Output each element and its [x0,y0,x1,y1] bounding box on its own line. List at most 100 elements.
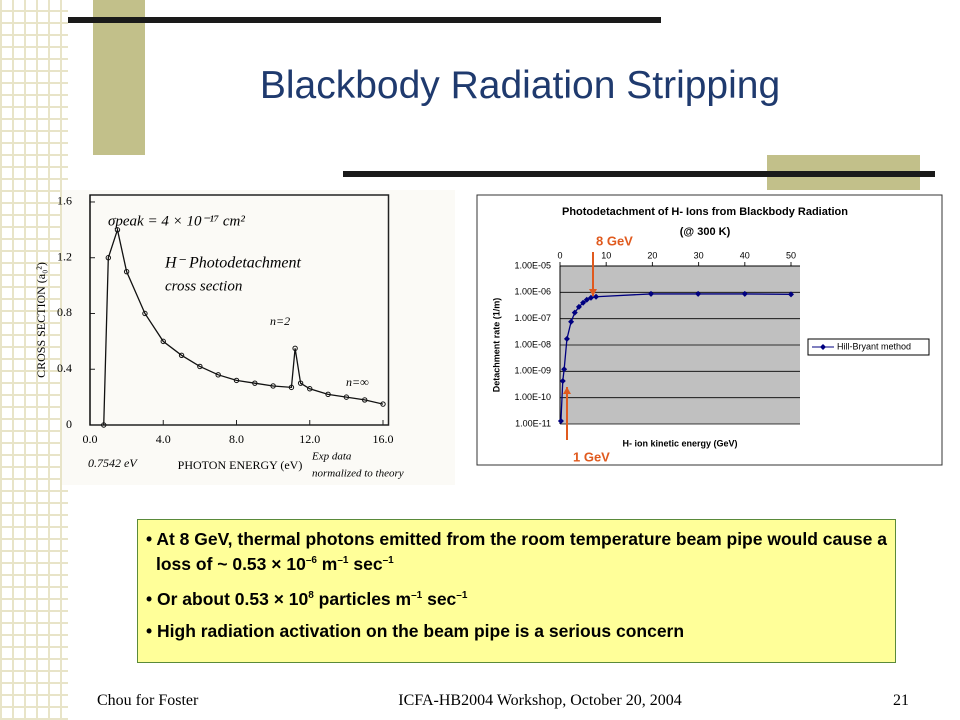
text: –6 [305,555,317,566]
x-tick-label: 40 [740,250,750,260]
data-point [587,294,594,301]
chart-title: Photodetachment of H- Ions from Blackbod… [562,206,848,218]
bullet: Or about 0.53 × 108 particles m–1 sec–1 [156,585,887,610]
text: particles m [313,588,412,609]
data-point [343,394,350,400]
footer-left: Chou for Foster [97,692,199,709]
decor-bar [93,0,145,155]
x-tick-label: 20 [647,250,657,260]
data-point [101,422,107,428]
series-line [103,227,384,426]
data-point [593,293,600,300]
x-tick-label: 12.0 [299,432,320,446]
annotation: cross section [165,278,242,294]
annotation: normalized to theory [312,468,404,480]
page-number: 21 [893,692,909,709]
y-tick-label: 1.00E-07 [514,313,551,323]
annotation: 8 GeV [596,233,633,248]
slide-title: Blackbody Radiation Stripping [259,64,781,107]
x-tick-label: 10 [601,250,611,260]
y-tick-label: 1.00E-08 [514,339,551,349]
annotation: n=2 [270,314,290,328]
x-tick-label: 8.0 [229,432,244,446]
x-tick-label: 16.0 [373,432,394,446]
y-tick-label: 0 [66,417,72,431]
data-point [648,290,655,297]
annotation: 1 GeV [573,449,610,464]
data-point [741,290,748,297]
data-point [580,299,587,306]
charts: 0 0.4 0.8 1.2 1.6 0.0 4.0 8.0 12.0 16.0 PHOTON ENE… [34,194,930,480]
annotation: n=∞ [346,375,369,389]
data-point [197,363,203,370]
data-point [571,309,578,316]
x-tick-label: 0 [557,250,562,260]
text: –1 [456,589,468,601]
x-tick-label: 4.0 [156,432,171,446]
footer-center: ICFA-HB2004 Workshop, October 20, 2004 [398,692,682,709]
y-tick-label: 1.00E-05 [514,260,551,270]
bullet: High radiation activation on the beam pi… [156,620,887,642]
data-point [142,310,148,317]
text: 8 [308,589,314,601]
x-tick-label: 0.0 [83,432,98,446]
y-tick-label: 1.00E-06 [514,287,551,297]
y-axis-label: Detachment rate (1/m) [491,298,501,393]
decoration [0,0,68,720]
data-point [563,335,570,342]
data-point [575,303,582,310]
data-point [123,268,130,275]
y-tick-label: 0.8 [57,305,72,319]
legend-box [807,338,930,356]
text: –1 [382,555,394,566]
y-tick-label: 1.00E-11 [515,418,551,428]
y-tick-label: 1.00E-09 [514,366,551,376]
data-point [583,296,590,303]
data-point [292,345,298,352]
annotation: H⁻ Photodetachment [164,255,302,272]
data-point [307,386,313,392]
data-point [270,383,276,389]
data-point [788,291,794,298]
y-tick-label: 1.2 [57,249,72,263]
arrow-head [563,387,571,394]
data-point [325,391,331,398]
text: m [316,553,338,574]
data-point [361,397,368,403]
text-box: At 8 GeV, thermal photons emitted from t… [137,519,896,663]
data-point [695,290,702,297]
x-tick-label: 30 [694,250,704,260]
data-point [252,380,258,386]
text: At 8 GeV, thermal photons emitted from t… [156,529,887,574]
text: sec [348,553,383,574]
y-tick-label: 0.4 [57,361,72,375]
annotation: 0.7542 eV [88,456,138,470]
data-point [561,366,568,373]
decor-line [343,171,935,177]
arrow-head [589,289,597,296]
legend-marker [820,344,826,350]
text: –1 [337,555,349,566]
annotation: Exp data [311,451,352,463]
bullet: At 8 GeV, thermal photons emitted from t… [156,528,887,575]
data-point [105,255,112,261]
data-point [178,352,185,359]
annotation: σpeak = 4 × 10⁻¹⁷ cm² [108,213,245,229]
scan-area [62,190,455,485]
decor-line [68,17,661,23]
text: High radiation activation on the beam pi… [157,620,685,641]
data-point [380,401,386,407]
data-point [160,338,166,345]
x-axis-label: PHOTON ENERGY (eV) [178,458,303,472]
chart-subtitle: (@ 300 K) [680,226,731,238]
legend-label: Hill-Bryant method [837,341,911,351]
x-tick-label: 50 [786,250,796,260]
data-point [297,380,304,386]
text: Or about 0.53 × 10 [157,588,309,609]
text: sec [422,588,457,609]
data-point [568,318,575,325]
text: –1 [411,589,423,601]
y-tick-label: 1.6 [57,194,72,208]
